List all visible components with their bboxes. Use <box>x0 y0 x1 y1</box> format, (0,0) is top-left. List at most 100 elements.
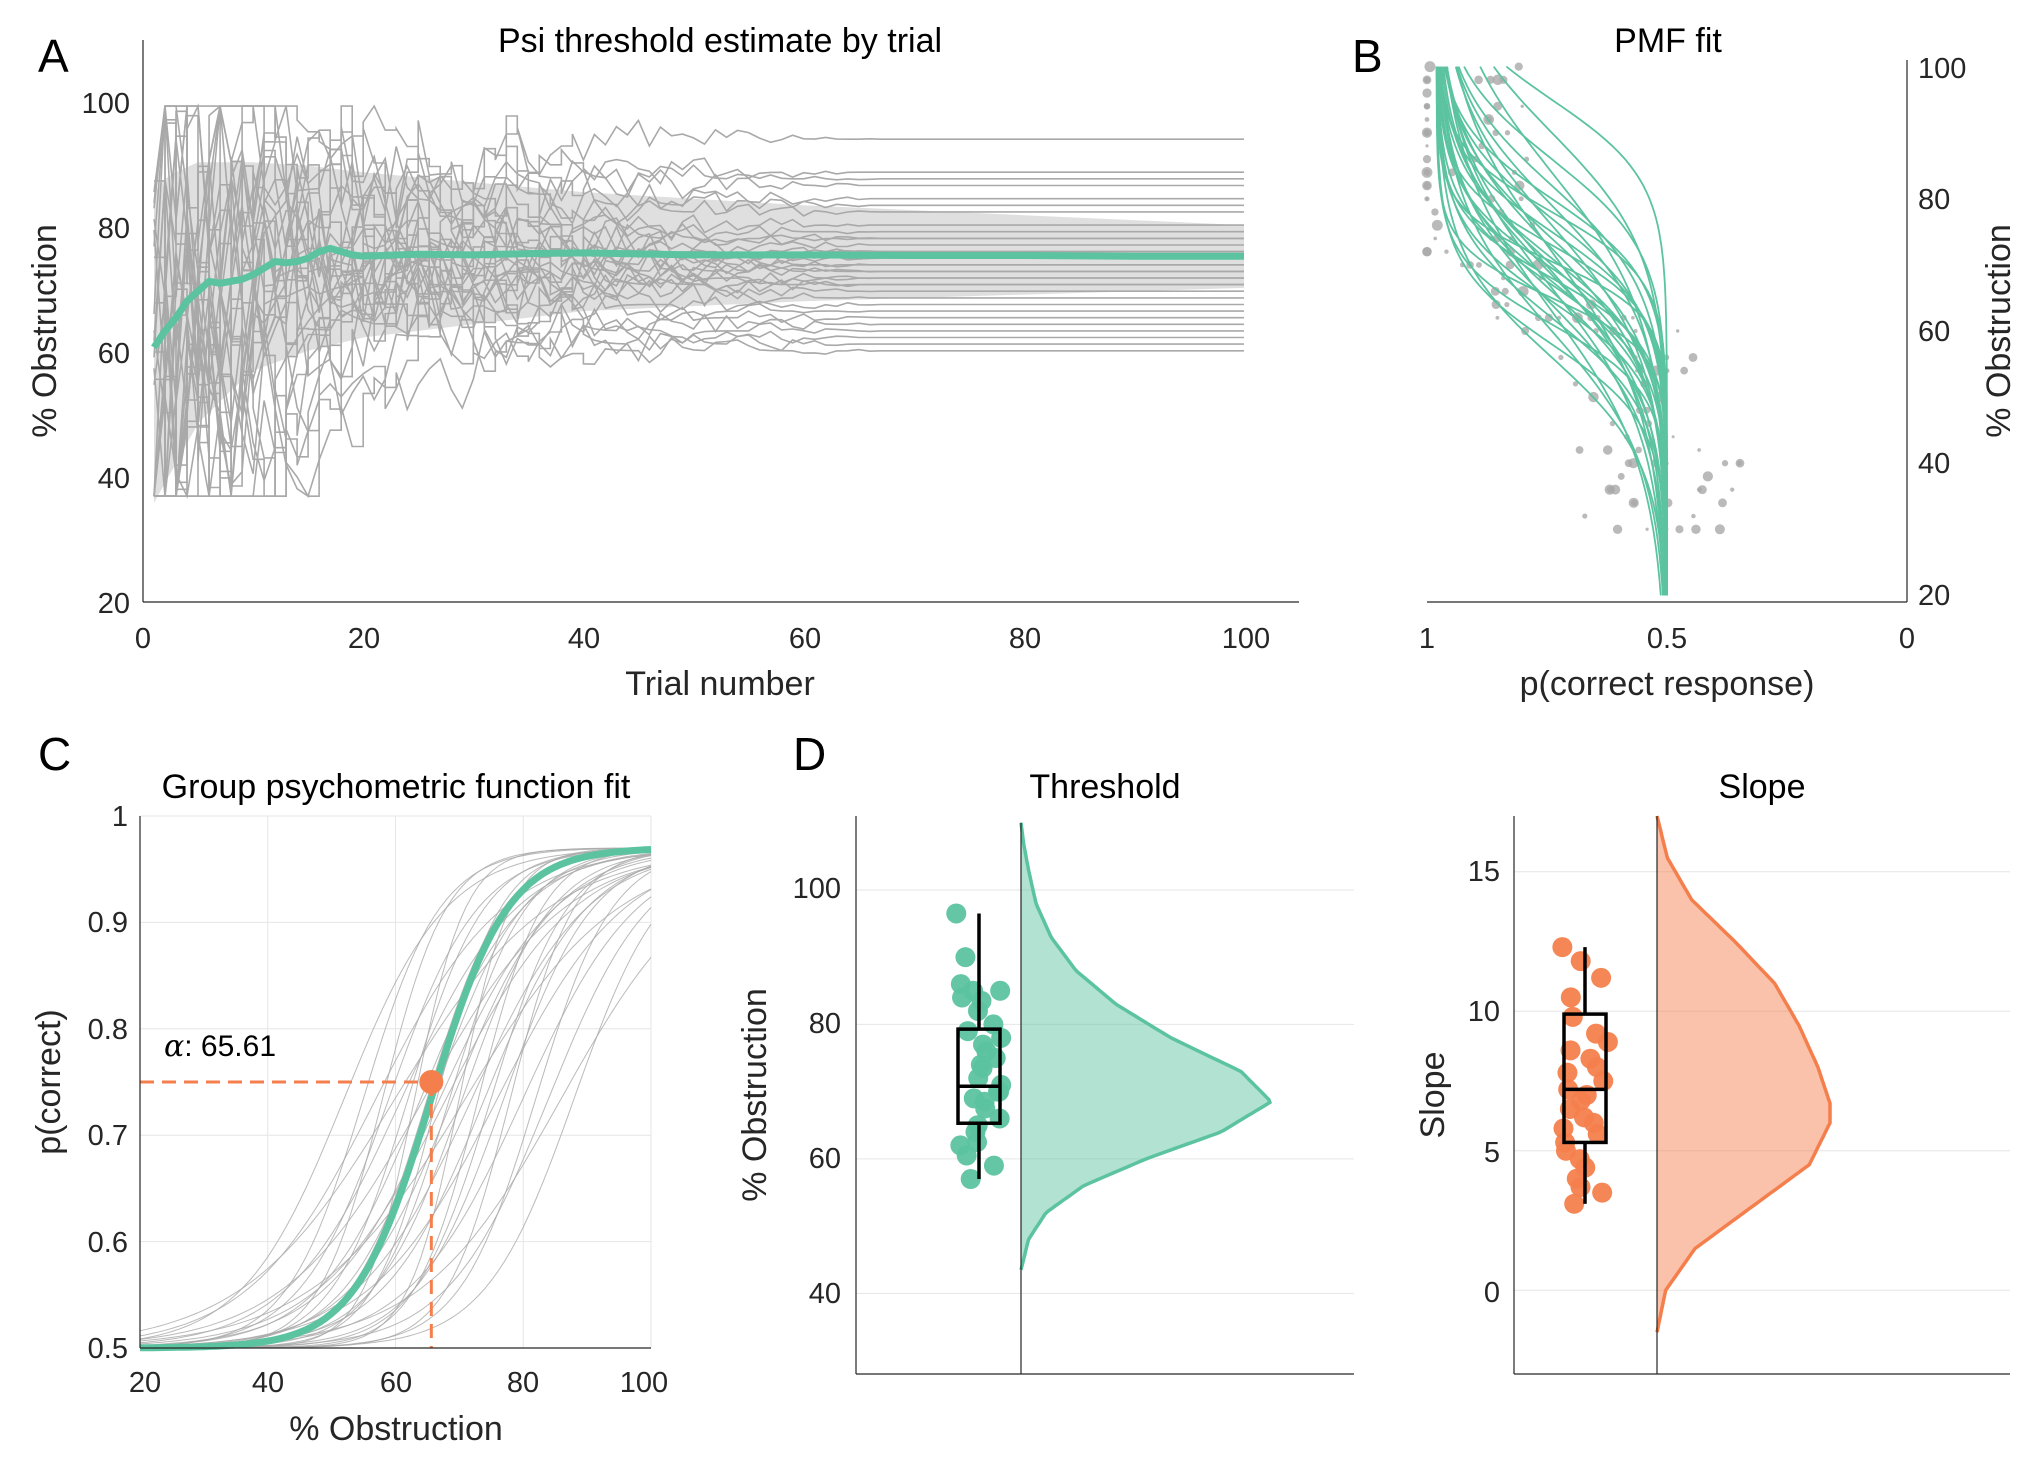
individual-trace <box>154 205 1244 497</box>
response-dot <box>1631 315 1635 320</box>
data-point <box>1592 1182 1613 1203</box>
response-dot <box>1422 88 1432 98</box>
data-point <box>983 1155 1004 1176</box>
response-dot <box>1702 471 1713 482</box>
y-tick-label: 60 <box>98 338 130 370</box>
response-dot <box>1602 445 1613 455</box>
response-dot <box>1495 315 1500 320</box>
response-dot <box>1612 524 1623 535</box>
pmf-curve <box>1442 66 1667 596</box>
panel-b-x-label: p(correct response) <box>1520 665 1815 703</box>
slope-density <box>1655 815 1832 1333</box>
threshold-points <box>946 903 1012 1190</box>
y-tick-label: 80 <box>1918 184 1950 216</box>
y-tick-label: 0.5 <box>88 1333 128 1365</box>
data-point <box>952 987 973 1008</box>
response-dot <box>1575 446 1584 454</box>
y-tick-label: 40 <box>98 463 130 495</box>
response-dot <box>1628 497 1639 508</box>
x-tick-label: 20 <box>348 623 380 655</box>
panel-b-y-ticks: 20 40 60 80 100 <box>1918 53 1966 612</box>
response-dot <box>1490 286 1500 296</box>
slope-y-label: Slope <box>1414 1052 1452 1139</box>
individual-trace <box>153 105 1244 414</box>
threshold-point <box>419 1070 444 1094</box>
threshold-boxplot <box>956 913 1002 1180</box>
individual-curve <box>139 867 652 1345</box>
response-dot <box>1572 381 1579 387</box>
group-mean-line <box>151 244 1244 350</box>
slope-raincloud: Slope 0 5 10 15 Slope <box>1414 768 2010 1375</box>
panel-a-title: Psi threshold estimate by trial <box>498 22 942 60</box>
response-dot <box>1607 486 1615 494</box>
x-tick-label: 100 <box>1222 623 1270 655</box>
individual-curve <box>139 889 652 1347</box>
y-tick-label: 0.7 <box>88 1120 128 1152</box>
y-tick-label: 0 <box>1484 1277 1500 1309</box>
response-dot <box>1521 327 1530 335</box>
pmf-curve <box>1439 66 1664 596</box>
pmf-curve <box>1446 66 1665 596</box>
individual-trace <box>153 135 1244 497</box>
response-dot <box>1504 130 1511 136</box>
response-dot <box>1688 353 1698 362</box>
x-tick-label: 0 <box>135 623 151 655</box>
data-point <box>960 1169 981 1190</box>
pmf-curve <box>1505 65 1668 596</box>
individual-trace <box>154 220 1244 497</box>
x-tick-label: 80 <box>507 1367 539 1399</box>
data-point <box>968 1068 989 1089</box>
y-tick-label: 1 <box>112 801 128 833</box>
individual-curve <box>139 852 652 1347</box>
confidence-band-area <box>154 162 1244 503</box>
data-point <box>955 947 976 968</box>
response-dot <box>1697 448 1701 452</box>
panel-letter-a: A <box>38 30 69 82</box>
response-dot <box>1582 513 1588 519</box>
panel-b-y-label: % Obstruction <box>1980 224 2018 438</box>
response-dot <box>1422 155 1432 164</box>
y-tick-label: 60 <box>809 1143 841 1175</box>
data-point <box>1597 1031 1618 1052</box>
y-tick-label: 0.6 <box>88 1227 128 1259</box>
response-dot <box>1721 460 1729 467</box>
y-tick-label: 10 <box>1468 996 1500 1028</box>
individual-trace <box>154 105 1244 497</box>
y-tick-label: 100 <box>793 873 841 905</box>
threshold-density <box>1019 822 1273 1271</box>
panel-b: B PMF fit 1 0.5 0 20 40 60 80 100 p(corr… <box>1352 22 2018 703</box>
response-dot <box>1423 129 1431 136</box>
threshold-raincloud: Threshold 40 60 80 100 % Obstruction <box>736 768 1354 1375</box>
response-dot <box>1431 219 1443 231</box>
individual-curve <box>139 848 652 1340</box>
response-dot <box>1730 487 1735 492</box>
individual-trace <box>154 194 1244 497</box>
panel-a-x-ticks: 0 20 40 60 80 100 <box>135 623 1270 655</box>
slope-points <box>1552 937 1618 1214</box>
individual-curve <box>139 859 652 1346</box>
response-dot <box>1558 354 1564 361</box>
x-tick-label: 20 <box>129 1367 161 1399</box>
individual-curve <box>139 866 652 1340</box>
pmf-curve <box>1444 66 1668 596</box>
individual-curve <box>139 847 651 1347</box>
y-tick-label: 80 <box>98 213 130 245</box>
response-dot <box>1423 103 1431 110</box>
y-tick-label: 15 <box>1468 856 1500 888</box>
data-point <box>1562 1006 1583 1027</box>
response-dot <box>1544 313 1554 322</box>
y-tick-label: 0.8 <box>88 1014 128 1046</box>
x-tick-label: 40 <box>568 623 600 655</box>
y-tick-label: 5 <box>1484 1137 1500 1169</box>
data-point <box>967 1132 988 1153</box>
panel-c-title: Group psychometric function fit <box>162 768 631 806</box>
y-tick-label: 0.9 <box>88 907 128 939</box>
y-tick-label: 40 <box>1918 448 1950 480</box>
response-dot <box>1635 446 1642 454</box>
slope-title: Slope <box>1719 768 1806 806</box>
response-dot <box>1425 197 1429 201</box>
response-dot <box>1423 181 1431 190</box>
response-dot <box>1476 261 1482 268</box>
data-point <box>990 980 1011 1001</box>
